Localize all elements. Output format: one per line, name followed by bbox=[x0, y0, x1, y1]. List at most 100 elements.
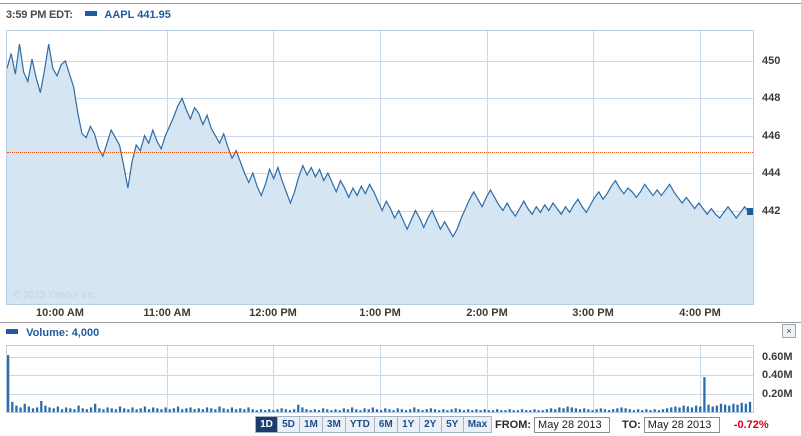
volume-bar bbox=[632, 410, 636, 412]
from-label: FROM: bbox=[495, 419, 532, 431]
volume-bar bbox=[60, 409, 64, 412]
price-line bbox=[7, 43, 753, 238]
volume-bar bbox=[205, 407, 209, 412]
price-x-tick-label: 11:00 AM bbox=[143, 307, 191, 319]
price-x-tick-label: 4:00 PM bbox=[679, 307, 721, 319]
volume-bar bbox=[450, 409, 453, 412]
volume-bar bbox=[607, 410, 611, 412]
volume-bar bbox=[433, 409, 437, 412]
volume-bar bbox=[570, 407, 573, 412]
copyright-watermark: © 2013 Yahoo! Inc. bbox=[13, 290, 98, 301]
volume-bar bbox=[65, 407, 68, 412]
volume-bar bbox=[350, 407, 354, 412]
range-button-1m[interactable]: 1M bbox=[300, 417, 323, 432]
range-button-ytd[interactable]: YTD bbox=[345, 417, 375, 432]
volume-bar bbox=[566, 406, 569, 412]
volume-bar bbox=[504, 410, 507, 412]
volume-bar bbox=[670, 407, 673, 412]
range-button-5y[interactable]: 5Y bbox=[441, 417, 464, 432]
volume-bar bbox=[44, 405, 47, 412]
volume-y-tick-label: 0.40M bbox=[762, 369, 793, 382]
range-selector[interactable]: 1D 5D 1M 3M YTD 6M 1Y 2Y 5Y Max bbox=[255, 416, 493, 433]
range-button-6m[interactable]: 6M bbox=[374, 417, 398, 432]
volume-chart-panel[interactable] bbox=[6, 345, 754, 413]
volume-bar bbox=[525, 410, 528, 412]
volume-bar bbox=[321, 408, 325, 412]
volume-y-tick-label: 0.60M bbox=[762, 351, 793, 363]
volume-bar bbox=[172, 408, 176, 412]
volume-bar bbox=[483, 409, 486, 412]
price-chart-panel[interactable]: © 2013 Yahoo! Inc. bbox=[6, 30, 754, 305]
volume-bar bbox=[309, 410, 312, 412]
volume-bar bbox=[641, 410, 644, 412]
price-gridline-vertical bbox=[273, 31, 274, 304]
volume-bar bbox=[226, 409, 229, 412]
range-button-1y[interactable]: 1Y bbox=[397, 417, 420, 432]
volume-bar bbox=[330, 410, 333, 412]
previous-close-line bbox=[7, 151, 753, 153]
range-button-5d[interactable]: 5D bbox=[278, 417, 300, 432]
price-plot-area[interactable] bbox=[7, 31, 753, 304]
volume-bar bbox=[417, 409, 420, 412]
volume-bar bbox=[682, 405, 685, 412]
volume-bar bbox=[512, 410, 515, 412]
volume-bar bbox=[94, 403, 97, 412]
volume-bar bbox=[292, 409, 296, 412]
volume-bar bbox=[661, 409, 665, 412]
volume-bar bbox=[612, 409, 615, 412]
price-series-svg bbox=[7, 43, 753, 304]
volume-plot-area[interactable] bbox=[7, 346, 753, 412]
volume-bar bbox=[578, 409, 582, 412]
price-gridline-vertical bbox=[593, 31, 594, 304]
price-gridline-vertical bbox=[380, 31, 381, 304]
volume-bar bbox=[85, 409, 89, 412]
volume-bar bbox=[164, 407, 167, 412]
volume-divider bbox=[0, 322, 801, 323]
volume-bar bbox=[744, 403, 747, 412]
volume-bar bbox=[27, 406, 30, 412]
volume-bar bbox=[562, 408, 565, 412]
volume-bar bbox=[201, 409, 205, 412]
volume-bar bbox=[496, 409, 499, 412]
volume-bar bbox=[425, 409, 428, 412]
volume-bar bbox=[694, 405, 698, 412]
volume-bar bbox=[500, 410, 503, 412]
range-button-2y[interactable]: 2Y bbox=[419, 417, 442, 432]
volume-bar bbox=[31, 408, 35, 412]
volume-bar bbox=[230, 407, 234, 412]
volume-bar bbox=[674, 406, 677, 412]
close-icon[interactable]: × bbox=[782, 324, 796, 338]
volume-bar bbox=[36, 407, 39, 412]
volume-bar bbox=[558, 407, 561, 412]
volume-bar bbox=[106, 407, 109, 412]
volume-bar bbox=[23, 403, 26, 412]
volume-bar bbox=[210, 408, 213, 412]
volume-bar bbox=[409, 409, 412, 412]
volume-bar bbox=[699, 406, 702, 412]
volume-bar bbox=[181, 409, 184, 412]
volume-bar bbox=[574, 408, 578, 412]
range-button-3m[interactable]: 3M bbox=[322, 417, 346, 432]
volume-bar bbox=[218, 406, 221, 412]
volume-bar bbox=[636, 409, 640, 412]
volume-bar bbox=[326, 409, 329, 412]
volume-bar bbox=[222, 408, 225, 412]
volume-bar bbox=[711, 406, 714, 412]
to-date-input[interactable] bbox=[643, 417, 720, 433]
volume-gridline-vertical bbox=[487, 346, 488, 412]
volume-bar bbox=[359, 410, 362, 412]
range-button-max[interactable]: Max bbox=[463, 417, 492, 432]
volume-bar bbox=[624, 408, 627, 412]
volume-bar bbox=[462, 410, 466, 412]
range-button-1d[interactable]: 1D bbox=[256, 417, 278, 432]
volume-series-svg bbox=[7, 355, 752, 412]
from-date-input[interactable] bbox=[534, 417, 611, 433]
volume-bar bbox=[280, 408, 283, 412]
volume-y-axis: 0.60M 0.40M 0.20M bbox=[756, 345, 801, 413]
price-x-tick-label: 10:00 AM bbox=[36, 307, 84, 319]
volume-bar bbox=[317, 410, 321, 412]
volume-bar bbox=[272, 410, 275, 412]
volume-bar bbox=[657, 410, 660, 412]
last-price-marker bbox=[747, 208, 753, 216]
volume-bar bbox=[189, 407, 192, 412]
